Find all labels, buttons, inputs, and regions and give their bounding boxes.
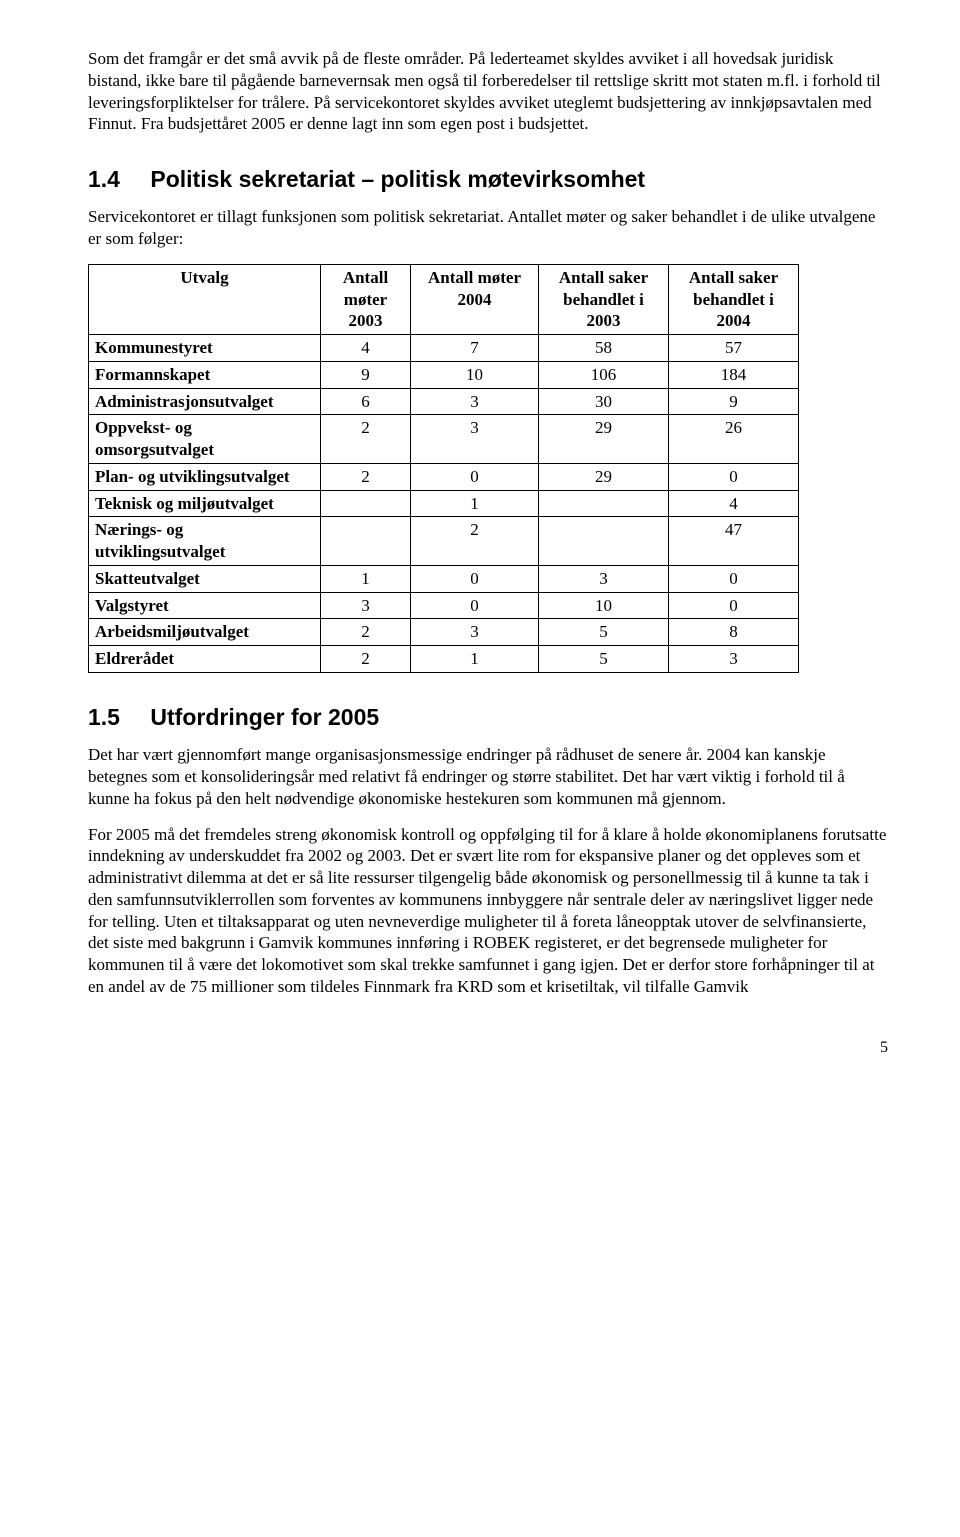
table-row-label: Formannskapet bbox=[89, 361, 321, 388]
table-header: Antall saker behandlet i 2003 bbox=[539, 264, 669, 334]
table-row: Kommunestyret475857 bbox=[89, 335, 799, 362]
table-cell: 5 bbox=[539, 619, 669, 646]
table-cell: 3 bbox=[411, 388, 539, 415]
table-row-label: Kommunestyret bbox=[89, 335, 321, 362]
table-cell: 2 bbox=[321, 646, 411, 673]
table-cell: 4 bbox=[669, 490, 799, 517]
table-cell: 2 bbox=[321, 463, 411, 490]
table-cell: 0 bbox=[411, 592, 539, 619]
table-cell: 57 bbox=[669, 335, 799, 362]
table-cell: 10 bbox=[539, 592, 669, 619]
table-cell: 3 bbox=[321, 592, 411, 619]
table-row: Plan- og utviklingsutvalget20290 bbox=[89, 463, 799, 490]
table-cell: 47 bbox=[669, 517, 799, 566]
table-cell bbox=[321, 490, 411, 517]
table-cell: 0 bbox=[669, 565, 799, 592]
table-cell: 9 bbox=[321, 361, 411, 388]
table-cell: 3 bbox=[411, 619, 539, 646]
table-cell: 29 bbox=[539, 415, 669, 464]
table-cell: 1 bbox=[411, 490, 539, 517]
table-header: Utvalg bbox=[89, 264, 321, 334]
table-cell: 2 bbox=[321, 415, 411, 464]
table-row-label: Oppvekst- og omsorgsutvalget bbox=[89, 415, 321, 464]
table-cell: 29 bbox=[539, 463, 669, 490]
table-cell: 0 bbox=[669, 463, 799, 490]
table-cell bbox=[539, 490, 669, 517]
table-cell: 7 bbox=[411, 335, 539, 362]
table-cell: 2 bbox=[411, 517, 539, 566]
table-row-label: Skatteutvalget bbox=[89, 565, 321, 592]
table-row: Valgstyret30100 bbox=[89, 592, 799, 619]
table-row: Arbeidsmiljøutvalget2358 bbox=[89, 619, 799, 646]
table-header: Antall møter 2004 bbox=[411, 264, 539, 334]
section-1-4-heading: 1.4 Politisk sekretariat – politisk møte… bbox=[88, 165, 888, 194]
table-cell: 0 bbox=[411, 463, 539, 490]
table-header: Antall saker behandlet i 2004 bbox=[669, 264, 799, 334]
table-cell: 8 bbox=[669, 619, 799, 646]
table-row: Nærings- og utviklingsutvalget 2 47 bbox=[89, 517, 799, 566]
table-row-label: Plan- og utviklingsutvalget bbox=[89, 463, 321, 490]
table-cell bbox=[539, 517, 669, 566]
table-cell: 3 bbox=[411, 415, 539, 464]
section-1-5-para-2: For 2005 må det fremdeles streng økonomi… bbox=[88, 824, 888, 998]
table-cell: 4 bbox=[321, 335, 411, 362]
table-cell: 58 bbox=[539, 335, 669, 362]
table-row: Eldrerådet2153 bbox=[89, 646, 799, 673]
table-cell: 184 bbox=[669, 361, 799, 388]
section-1-4-title: Politisk sekretariat – politisk møtevirk… bbox=[150, 166, 645, 192]
table-cell: 3 bbox=[539, 565, 669, 592]
table-cell: 106 bbox=[539, 361, 669, 388]
table-row: Oppvekst- og omsorgsutvalget232926 bbox=[89, 415, 799, 464]
section-1-5-title: Utfordringer for 2005 bbox=[150, 704, 379, 730]
section-1-5-heading: 1.5 Utfordringer for 2005 bbox=[88, 703, 888, 732]
table-row-label: Administrasjonsutvalget bbox=[89, 388, 321, 415]
table-cell: 3 bbox=[669, 646, 799, 673]
table-row-label: Teknisk og miljøutvalget bbox=[89, 490, 321, 517]
section-1-5-number: 1.5 bbox=[88, 703, 144, 732]
table-cell: 5 bbox=[539, 646, 669, 673]
table-row-label: Eldrerådet bbox=[89, 646, 321, 673]
meetings-table: UtvalgAntall møter 2003Antall møter 2004… bbox=[88, 264, 799, 673]
table-cell: 6 bbox=[321, 388, 411, 415]
table-row: Formannskapet910106184 bbox=[89, 361, 799, 388]
section-1-5-para-1: Det har vært gjennomført mange organisas… bbox=[88, 744, 888, 809]
table-row-label: Nærings- og utviklingsutvalget bbox=[89, 517, 321, 566]
table-cell: 2 bbox=[321, 619, 411, 646]
table-cell: 0 bbox=[669, 592, 799, 619]
table-cell: 26 bbox=[669, 415, 799, 464]
section-1-4-number: 1.4 bbox=[88, 165, 144, 194]
page-number: 5 bbox=[88, 1038, 888, 1058]
table-row: Administrasjonsutvalget63309 bbox=[89, 388, 799, 415]
table-header: Antall møter 2003 bbox=[321, 264, 411, 334]
table-row-label: Valgstyret bbox=[89, 592, 321, 619]
section-1-4-intro: Servicekontoret er tillagt funksjonen so… bbox=[88, 206, 888, 250]
table-cell: 10 bbox=[411, 361, 539, 388]
table-cell bbox=[321, 517, 411, 566]
table-row: Skatteutvalget1030 bbox=[89, 565, 799, 592]
table-row-label: Arbeidsmiljøutvalget bbox=[89, 619, 321, 646]
table-cell: 9 bbox=[669, 388, 799, 415]
table-row: Teknisk og miljøutvalget 1 4 bbox=[89, 490, 799, 517]
table-cell: 1 bbox=[411, 646, 539, 673]
table-cell: 0 bbox=[411, 565, 539, 592]
table-cell: 30 bbox=[539, 388, 669, 415]
table-cell: 1 bbox=[321, 565, 411, 592]
intro-paragraph: Som det framgår er det små avvik på de f… bbox=[88, 48, 888, 135]
